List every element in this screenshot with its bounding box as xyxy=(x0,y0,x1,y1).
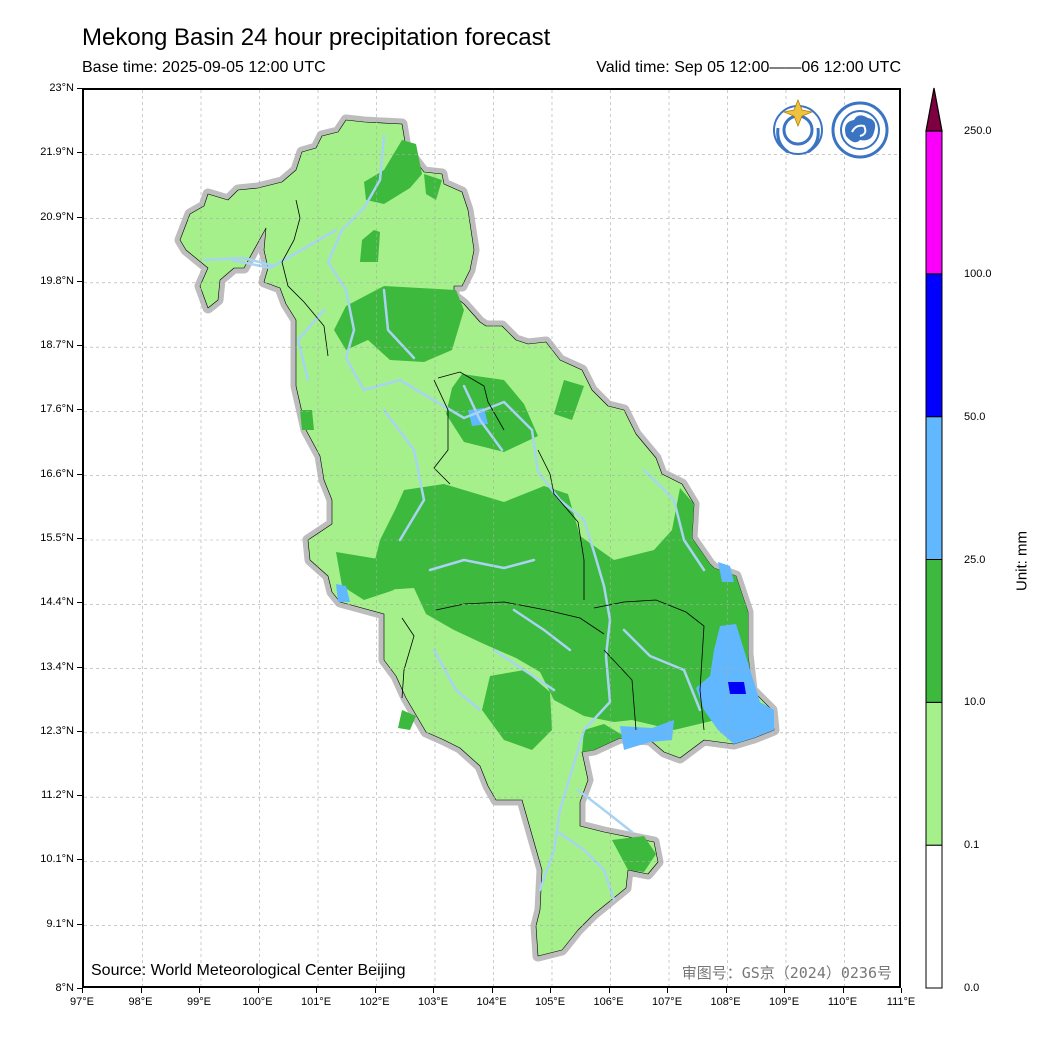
longitude-label: 97°E xyxy=(70,996,94,1008)
latitude-label: 16.6°N xyxy=(40,467,74,480)
longitude-tick xyxy=(316,988,317,993)
colorbar xyxy=(925,87,943,989)
colorbar-level-label: 0.0 xyxy=(964,982,980,994)
colorbar-level-label: 0.1 xyxy=(964,839,980,852)
longitude-tick xyxy=(550,988,551,993)
latitude-tick xyxy=(77,345,82,347)
longitude-label: 107°E xyxy=(651,996,683,1008)
colorbar-segment xyxy=(925,559,943,703)
map-title: Mekong Basin 24 hour precipitation forec… xyxy=(82,24,551,51)
longitude-tick xyxy=(784,988,785,993)
latitude-label: 17.6°N xyxy=(40,403,74,416)
longitude-label: 103°E xyxy=(417,996,449,1008)
latitude-label: 23°N xyxy=(49,82,74,94)
longitude-tick xyxy=(433,988,434,993)
longitude-tick xyxy=(140,988,142,993)
longitude-label: 110°E xyxy=(827,996,858,1008)
latitude-label: 21.9°N xyxy=(40,146,74,159)
latitude-label: 12.3°N xyxy=(40,724,74,737)
longitude-tick xyxy=(374,988,376,993)
latitude-tick xyxy=(77,538,82,539)
latitude-tick xyxy=(77,666,82,668)
latitude-tick xyxy=(77,730,82,732)
colorbar-level-label: 50.0 xyxy=(964,410,986,423)
longitude-label: 106°E xyxy=(593,996,624,1008)
latitude-tick xyxy=(77,409,82,411)
latitude-tick xyxy=(77,473,82,475)
longitude-tick xyxy=(82,988,83,993)
country-borders xyxy=(281,199,705,731)
colorbar-extend-arrow xyxy=(925,87,943,132)
colorbar-segment xyxy=(925,130,943,275)
latitude-tick xyxy=(77,602,82,604)
latitude-label: 14.4°N xyxy=(40,596,74,609)
latitude-tick xyxy=(77,280,82,282)
base-time: Base time: 2025-09-05 12:00 UTC xyxy=(82,59,326,76)
latitude-label: 10.1°N xyxy=(40,853,74,866)
latitude-tick xyxy=(77,923,82,925)
longitude-label: 109°E xyxy=(768,996,800,1008)
longitude-tick xyxy=(667,988,668,993)
longitude-label: 111°E xyxy=(886,996,916,1008)
longitude-label: 98°E xyxy=(128,996,153,1008)
latitude-label: 9.1°N xyxy=(46,917,74,930)
colorbar-segment xyxy=(925,701,943,846)
longitude-label: 100°E xyxy=(242,996,273,1008)
latitude-label: 11.2°N xyxy=(41,789,74,802)
longitude-label: 102°E xyxy=(359,996,390,1008)
colorbar-level-label: 100.0 xyxy=(964,267,992,280)
latitude-tick xyxy=(77,859,82,861)
map-panel xyxy=(82,88,901,988)
precipitation-map xyxy=(84,90,899,986)
colorbar-level-label: 25.0 xyxy=(964,553,986,566)
rain-50-100mm-areas xyxy=(728,682,746,694)
latitude-tick xyxy=(77,795,82,797)
longitude-tick xyxy=(901,988,902,993)
cma-logo-icon xyxy=(831,101,889,159)
longitude-label: 105°E xyxy=(534,996,566,1008)
latitude-label: 18.7°N xyxy=(40,339,74,352)
longitude-tick xyxy=(725,988,727,993)
valid-time: Valid time: Sep 05 12:00——06 12:00 UTC xyxy=(596,59,901,76)
longitude-tick xyxy=(257,988,259,993)
colorbar-segment xyxy=(925,416,943,560)
latitude-label: 15.5°N xyxy=(40,532,74,544)
colorbar-level-label: 10.0 xyxy=(964,696,986,709)
colorbar-segment xyxy=(925,273,943,418)
longitude-tick xyxy=(199,988,200,993)
latitude-label: 13.4°N xyxy=(40,660,74,673)
latitude-tick xyxy=(77,988,82,989)
rivers xyxy=(202,134,706,902)
rain-10-25mm-areas xyxy=(300,140,752,872)
longitude-label: 104°E xyxy=(476,996,507,1008)
latitude-label: 20.9°N xyxy=(40,210,74,223)
latitude-tick xyxy=(77,216,82,218)
latitude-tick xyxy=(77,88,82,89)
colorbar-level-label: 250.0 xyxy=(964,125,992,137)
longitude-label: 99°E xyxy=(187,996,211,1008)
latitude-label: 19.8°N xyxy=(40,274,74,287)
gridlines xyxy=(84,90,899,986)
longitude-tick xyxy=(842,988,844,993)
longitude-tick xyxy=(608,988,610,993)
longitude-tick xyxy=(491,988,493,993)
latitude-tick xyxy=(77,152,82,154)
map-review-number: 审图号：GS京（2024）0236号 xyxy=(681,964,892,982)
wmo-logo-icon xyxy=(773,98,823,155)
longitude-label: 101°E xyxy=(300,996,332,1008)
longitude-label: 108°E xyxy=(710,996,741,1008)
latitude-label: 8°N xyxy=(55,982,74,994)
colorbar-unit-label: Unit: mm xyxy=(1013,531,1031,591)
colorbar-segment xyxy=(925,844,943,989)
source-credit: Source: World Meteorological Center Beij… xyxy=(91,962,406,979)
